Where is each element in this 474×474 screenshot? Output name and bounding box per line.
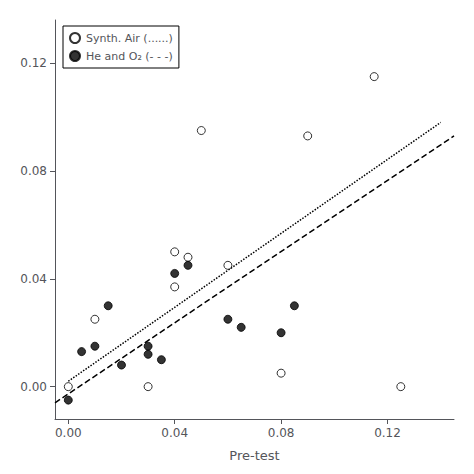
- svg-text:0.08: 0.08: [20, 164, 47, 178]
- svg-text:0.04: 0.04: [20, 272, 47, 286]
- svg-text:0.00: 0.00: [20, 380, 47, 394]
- svg-text:0.12: 0.12: [374, 426, 401, 440]
- svg-text:0.08: 0.08: [268, 426, 295, 440]
- svg-text:0.12: 0.12: [20, 56, 47, 70]
- svg-text:Synth. Air (......): Synth. Air (......): [86, 32, 173, 45]
- svg-text:Pre-test: Pre-test: [229, 448, 279, 463]
- svg-text:0.00: 0.00: [55, 426, 82, 440]
- svg-text:He and O₂ (- - -): He and O₂ (- - -): [86, 50, 173, 63]
- svg-text:0.04: 0.04: [161, 426, 188, 440]
